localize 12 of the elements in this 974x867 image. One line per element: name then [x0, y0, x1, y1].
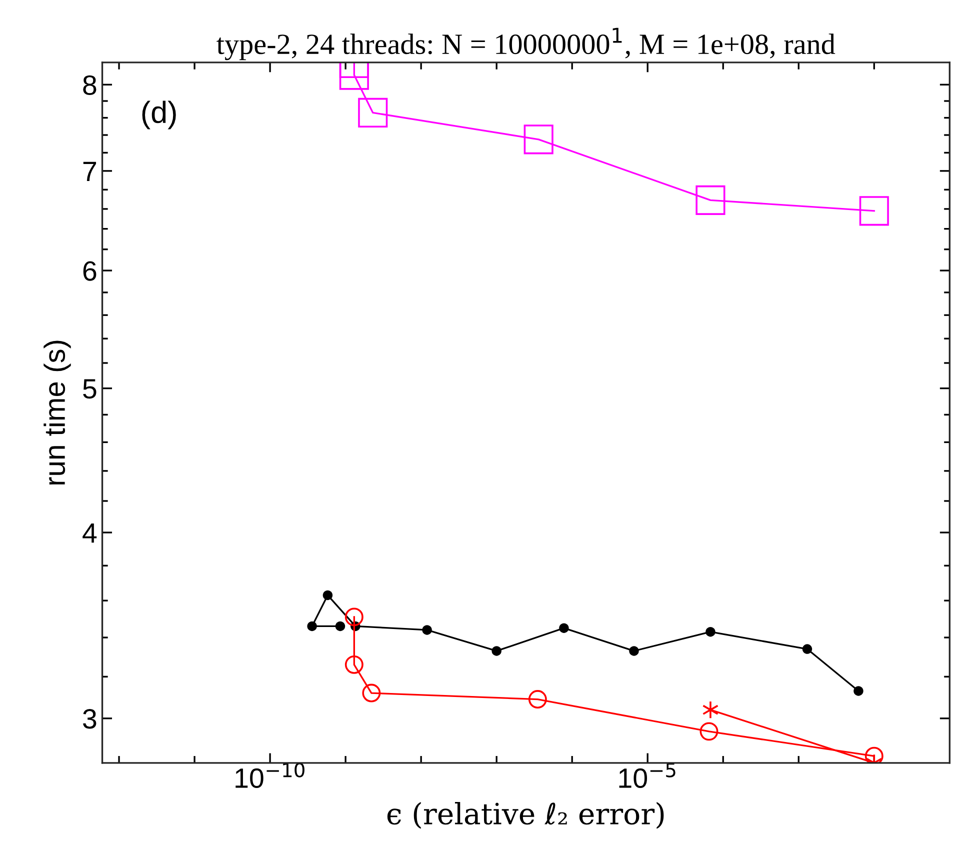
x-tick-label: 10$^{−5}$ — [619, 762, 676, 788]
x-axis-title: ϵ (relative ℓ₂ error) — [387, 802, 664, 829]
y-tick-label: 3 — [83, 709, 96, 729]
x-tick-label: 10$^{−10}$ — [236, 762, 304, 788]
y-tick-label: 7 — [83, 162, 96, 181]
chart-title: type-2, 24 threads: N = 10000000$^{1}$, M = 1e+08, rand — [216, 28, 836, 60]
y-tick-label: 5 — [83, 379, 96, 399]
y-tick-label: 4 — [82, 523, 97, 543]
y-tick-label: 6 — [83, 261, 96, 281]
annotation: (d) — [142, 100, 176, 130]
y-tick-label: 8 — [83, 75, 96, 95]
y-axis-title: run time (s) — [44, 340, 71, 484]
